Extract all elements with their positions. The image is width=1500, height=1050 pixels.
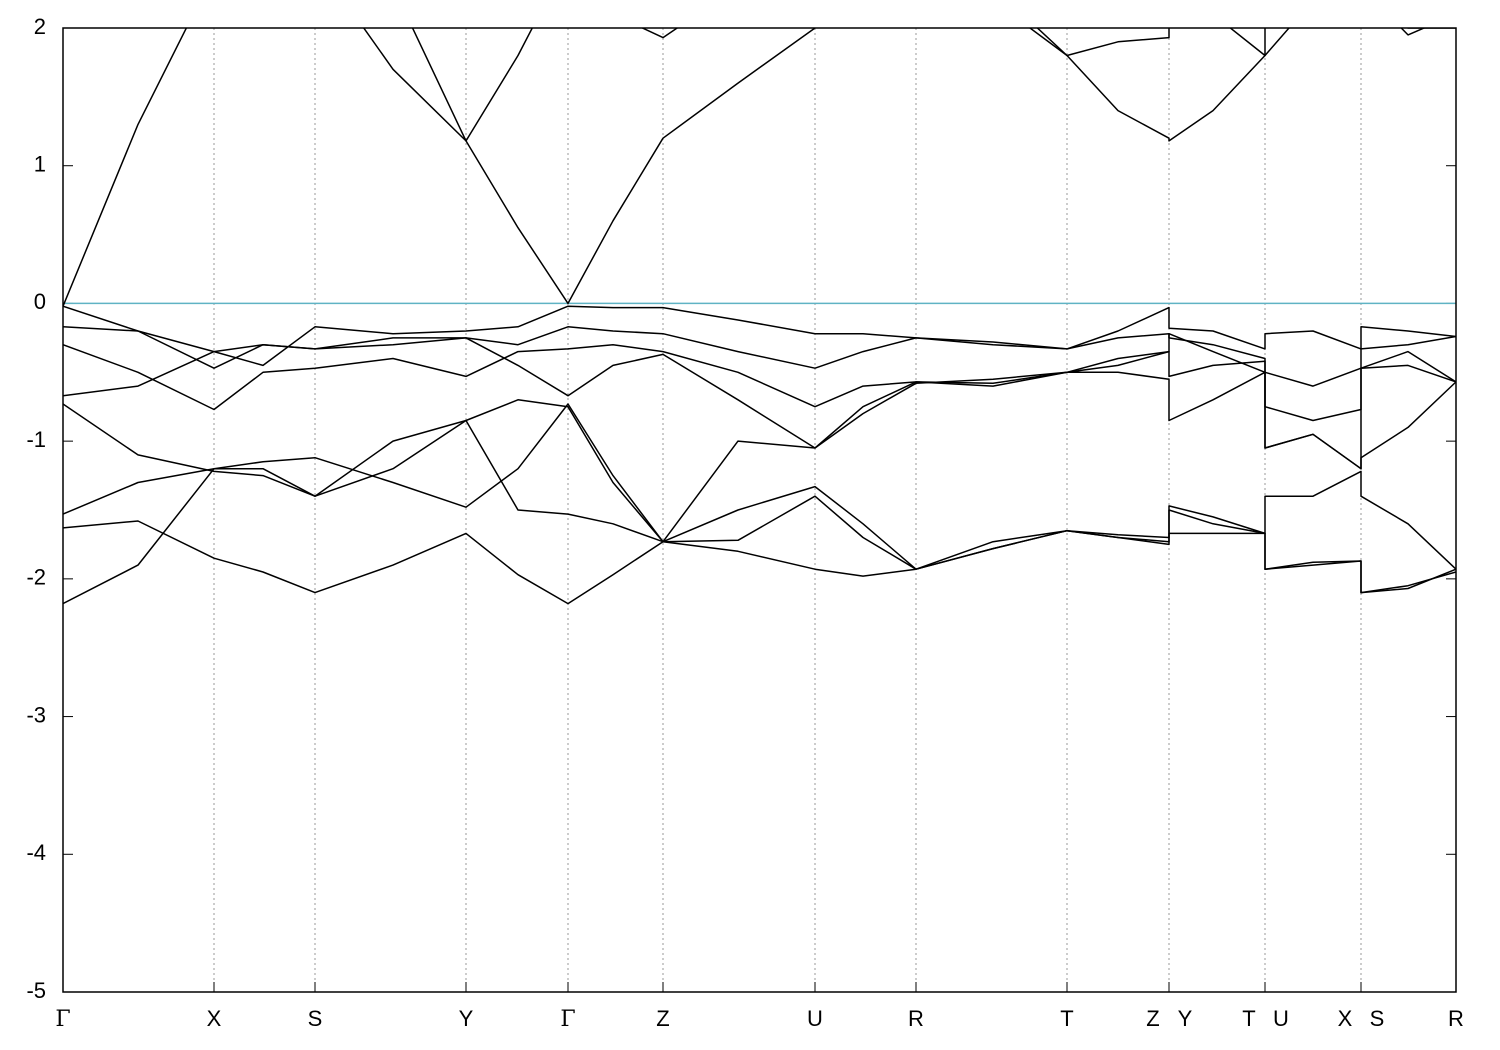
band-line [63,509,1456,605]
x-tick-label: Γ [55,1007,70,1032]
band-line [63,332,1456,605]
band-line [63,343,1456,422]
y-tick-label: -1 [26,427,46,452]
band-line [63,403,1456,594]
y-tick-label: 0 [34,289,46,314]
y-tick-label: -2 [26,565,46,590]
y-tick-label: -5 [26,978,46,1003]
x-tick-label: Γ [560,1007,575,1032]
x-tick-label: Z [1146,1006,1159,1031]
x-tick-label: X [1338,1006,1353,1031]
x-tick-label: U [807,1006,823,1031]
y-tick-label: -4 [26,840,46,865]
y-tick-label: 1 [34,152,46,177]
x-tick-label: T [1242,1006,1255,1031]
band-line [63,399,1456,570]
x-tick-label: Y [459,1006,474,1031]
plot-frame [62,27,1457,993]
plot-area [63,28,1456,605]
x-tick-label: U [1273,1006,1289,1031]
y-tick-label: -3 [26,702,46,727]
x-tick-label: Z [656,1006,669,1031]
band-line [63,305,1456,367]
band-line [63,337,1456,470]
x-tick-label: R [1448,1006,1464,1031]
x-tick-label: R [908,1006,924,1031]
x-tick-label: T [1060,1006,1073,1031]
x-tick-label: S [308,1006,323,1031]
x-tick-label: Y [1178,1006,1193,1031]
band-line [411,28,1426,142]
band-line [63,326,1456,387]
x-tick-label: S [1370,1006,1385,1031]
band-line [63,28,1456,307]
x-tick-label: X [207,1006,222,1031]
y-tick-label: 2 [34,14,46,39]
